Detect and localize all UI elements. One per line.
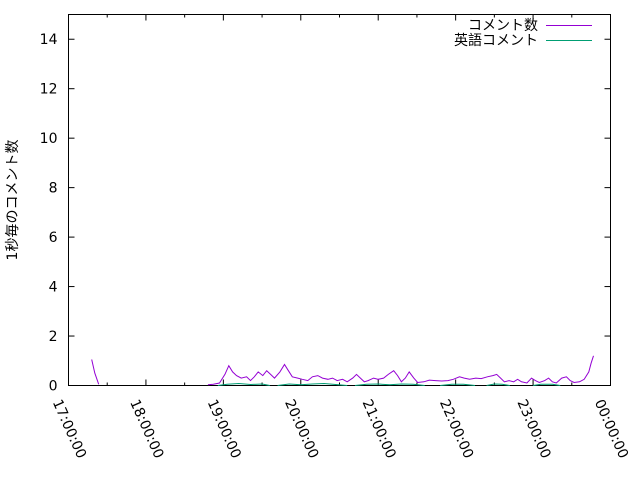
series-line-1: [217, 382, 270, 386]
y-tick-label: 2: [49, 329, 58, 345]
legend-label-comments: コメント数: [468, 18, 538, 34]
x-tick-label: 22:00:00: [436, 397, 476, 461]
y-tick-label: 12: [40, 82, 58, 98]
series-line-1: [277, 382, 348, 386]
series-line-0: [91, 359, 100, 385]
legend: コメント数 英語コメント: [454, 18, 592, 49]
series-line-1: [440, 383, 476, 386]
y-tick-label: 4: [49, 280, 58, 296]
y-axis-title: 1秒毎のコメント数: [5, 140, 21, 261]
legend-entry-english-comments: 英語コメント: [454, 32, 592, 49]
x-tick-label: 23:00:00: [513, 397, 553, 461]
x-tick-label: 17:00:00: [49, 397, 89, 461]
plot-border: [68, 14, 611, 386]
x-tick-label: 20:00:00: [281, 397, 321, 461]
legend-entry-comments: コメント数: [468, 18, 592, 34]
y-tick-label: 10: [40, 131, 58, 147]
x-tick-label: 19:00:00: [204, 397, 244, 461]
x-tick-label: 21:00:00: [359, 397, 399, 461]
axes: 0 2 4 6 8 10 12 14 17:00:00 18:00:00 19:00:00 20:00…: [40, 14, 631, 461]
y-tick-label: 0: [49, 379, 58, 395]
data-series: [91, 355, 594, 386]
x-tick-label: 00:00:00: [591, 397, 631, 461]
y-tick-label: 14: [40, 32, 58, 48]
series-line-0: [207, 355, 594, 386]
y-tick-label: 8: [49, 181, 58, 197]
x-tick-label: 18:00:00: [126, 397, 166, 461]
series-line-1: [533, 383, 561, 386]
series-line-1: [486, 383, 510, 386]
y-tick-label: 6: [49, 230, 58, 246]
legend-label-english-comments: 英語コメント: [454, 32, 538, 49]
series-line-1: [354, 383, 425, 386]
